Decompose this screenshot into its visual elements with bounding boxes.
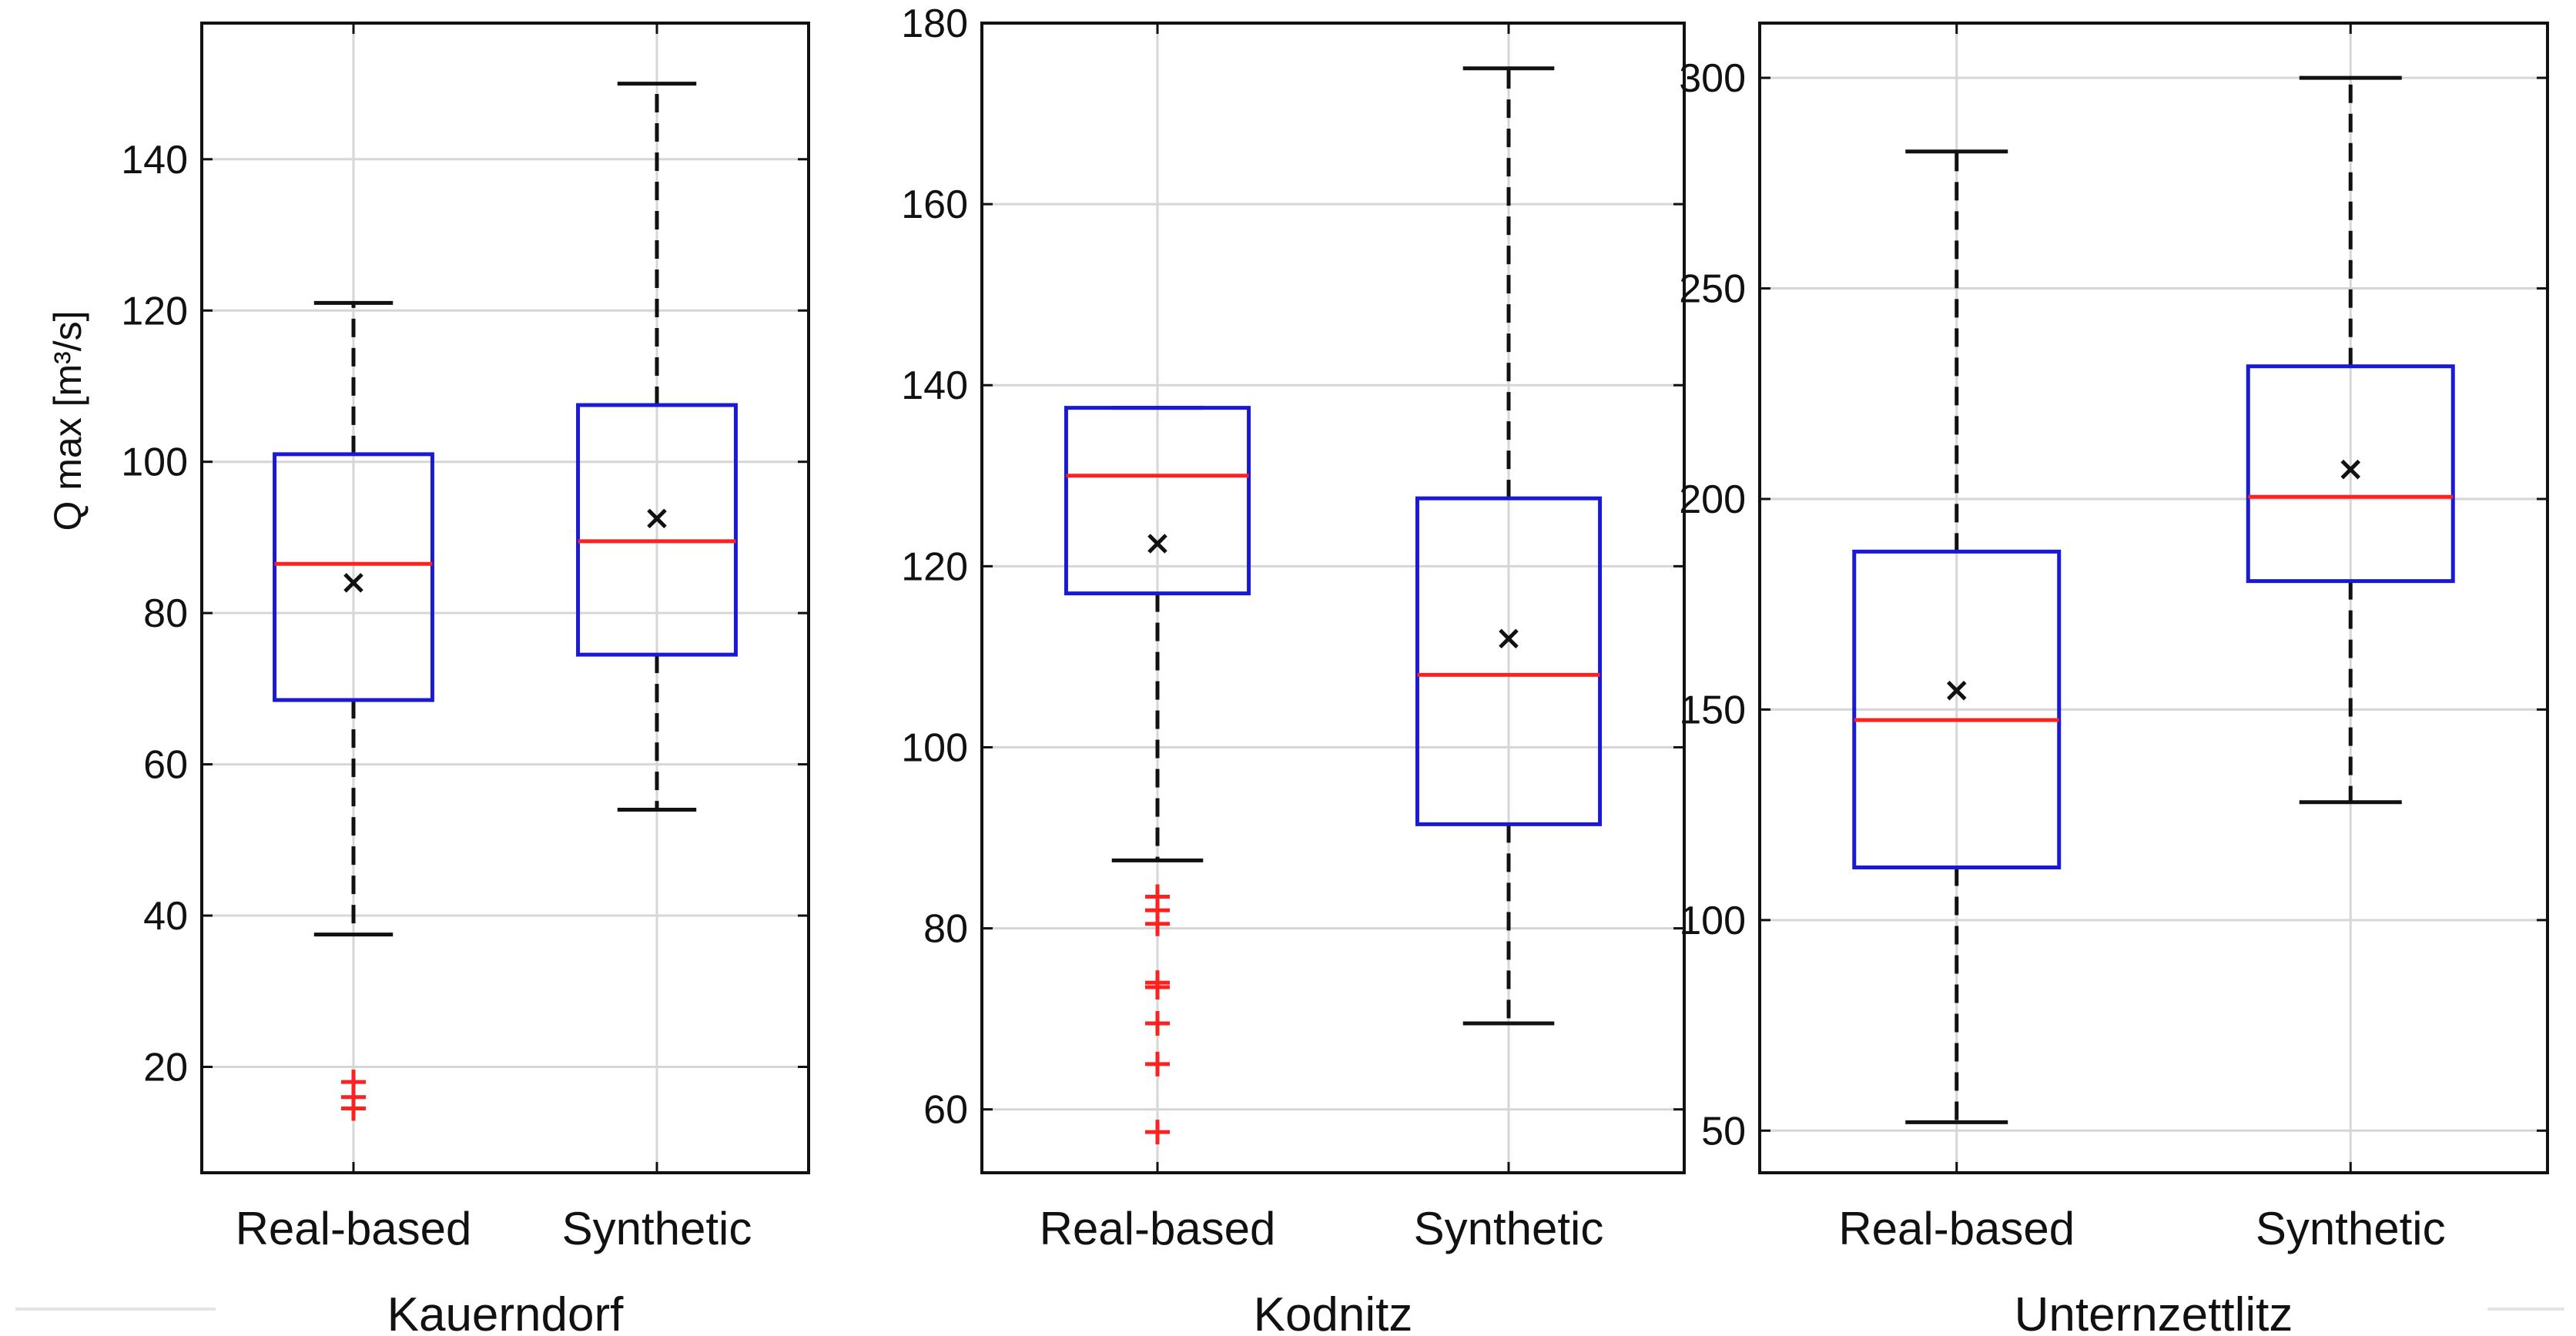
box-group-real-based — [1064, 406, 1251, 1145]
mean-marker — [647, 508, 667, 529]
panel-0: 20 40 60 80 100 120 140 Real-based Synthetic Kaue… — [46, 22, 810, 1336]
plot-frame — [1758, 22, 2549, 1174]
panel-1: 60 80 100 120 140 160 180 Real-based SyntheticKo… — [901, 2, 1686, 1336]
y-tick-label: 140 — [901, 363, 968, 408]
iqr-box — [576, 403, 738, 657]
box-group-real-based — [1852, 149, 2062, 1124]
y-tick-label: 160 — [901, 182, 968, 227]
mean-marker — [343, 573, 363, 593]
x-category-label: Synthetic — [562, 1203, 752, 1254]
y-tick-label: 100 — [121, 440, 188, 485]
outlier-marker — [1145, 1011, 1170, 1036]
mean-marker — [1147, 534, 1167, 554]
plot-frame — [980, 22, 1686, 1174]
x-axis-label: Unternzettlitz — [2015, 1288, 2293, 1336]
mean-marker — [1499, 628, 1519, 649]
y-tick-label: 150 — [1679, 688, 1746, 732]
y-tick-label: 120 — [901, 544, 968, 589]
y-tick-label: 60 — [143, 743, 188, 788]
outlier-marker — [1145, 884, 1170, 909]
panels-layer: 20 40 60 80 100 120 140 Real-based Synthetic Kaue… — [46, 2, 2549, 1336]
y-tick-label: 60 — [923, 1088, 968, 1133]
box-group-synthetic — [576, 82, 738, 812]
y-tick-label: 300 — [1679, 56, 1746, 101]
iqr-box — [1415, 496, 1603, 826]
y-tick-label: 140 — [121, 138, 188, 182]
iqr-box — [1852, 549, 2062, 870]
outlier-marker — [341, 1070, 366, 1095]
outlier-marker — [1145, 970, 1170, 996]
iqr-box — [273, 452, 434, 702]
y-tick-label: 40 — [143, 894, 188, 939]
mean-marker — [1946, 681, 1967, 701]
x-category-label: Synthetic — [1414, 1203, 1604, 1254]
y-tick-label: 80 — [143, 591, 188, 636]
y-axis-label: Q max [m³/s] — [46, 310, 89, 531]
x-category-label: Synthetic — [2256, 1203, 2446, 1254]
x-axis-label: Kauerndorf — [387, 1288, 625, 1336]
box-group-synthetic — [2246, 75, 2455, 805]
iqr-box — [2246, 364, 2455, 584]
y-tick-label: 250 — [1679, 267, 1746, 312]
x-category-label: Real-based — [236, 1203, 472, 1254]
x-category-label: Real-based — [1838, 1203, 2075, 1254]
panel-2: 50 100 150 200 250 300 Real-based Synthetic Unte… — [1679, 22, 2549, 1336]
plot-frame — [200, 22, 810, 1174]
y-tick-label: 120 — [121, 289, 188, 333]
outlier-marker — [1145, 1051, 1170, 1077]
y-tick-label: 20 — [143, 1045, 188, 1090]
y-tick-label: 80 — [923, 907, 968, 952]
x-axis-label: Kodnitz — [1254, 1288, 1413, 1336]
box-group-synthetic — [1415, 66, 1603, 1026]
outlier-marker — [1145, 1120, 1170, 1145]
y-tick-label: 200 — [1679, 477, 1746, 522]
y-tick-label: 180 — [901, 2, 968, 46]
y-tick-label: 50 — [1701, 1109, 1746, 1154]
iqr-box — [1064, 406, 1251, 596]
box-group-real-based — [273, 300, 434, 1121]
x-category-label: Real-based — [1040, 1203, 1276, 1254]
y-tick-label: 100 — [1679, 899, 1746, 943]
y-tick-label: 100 — [901, 725, 968, 770]
mean-marker — [2340, 459, 2361, 480]
